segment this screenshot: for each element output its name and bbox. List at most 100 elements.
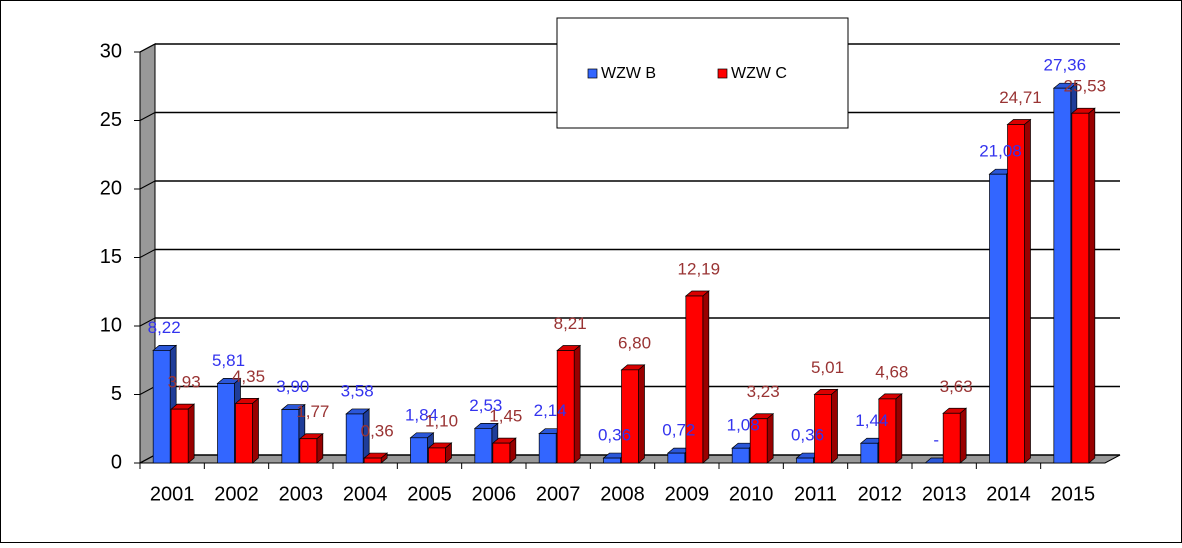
- data-label: 1,08: [727, 416, 760, 435]
- bar: [281, 409, 300, 464]
- data-label: 27,36: [1044, 56, 1087, 75]
- data-label: 12,19: [678, 259, 721, 278]
- legend-label: WZW C: [731, 65, 787, 82]
- x-tick-label: 2008: [600, 483, 645, 505]
- data-label: 1,84: [405, 405, 438, 424]
- data-label: 24,71: [999, 88, 1042, 107]
- bar-side: [702, 290, 710, 464]
- x-tick-label: 2006: [472, 483, 517, 505]
- bar: [731, 447, 750, 464]
- data-label: 3,23: [747, 382, 780, 401]
- bar: [299, 438, 318, 464]
- grid-line-side: [139, 180, 156, 190]
- data-label: 4,68: [875, 362, 908, 381]
- bar: [152, 350, 171, 464]
- bar: [685, 295, 704, 464]
- y-tick-label: 0: [111, 451, 122, 473]
- bar: [749, 418, 768, 464]
- bar: [1071, 112, 1090, 464]
- data-label: 6,80: [618, 333, 651, 352]
- grid-line-side: [139, 112, 156, 121]
- data-label: 21,08: [979, 142, 1022, 161]
- data-label: 3,58: [341, 381, 374, 400]
- bar: [363, 457, 382, 464]
- x-tick-label: 2001: [150, 483, 195, 505]
- bar: [345, 413, 364, 464]
- bar-side: [573, 344, 581, 464]
- x-tick-label: 2012: [858, 483, 903, 505]
- data-label: 2,53: [469, 396, 502, 415]
- bar: [621, 369, 639, 464]
- x-tick-label: 2007: [536, 483, 581, 505]
- grid-line-side: [139, 317, 156, 327]
- legend-label: WZW B: [601, 65, 656, 82]
- x-tick-label: 2005: [407, 483, 452, 505]
- data-label: 3,90: [276, 377, 309, 396]
- bar: [603, 457, 621, 464]
- bar: [170, 408, 189, 464]
- bar: [814, 394, 832, 464]
- grid-line-side: [139, 386, 156, 395]
- data-label: 0,36: [791, 426, 824, 445]
- bar-side: [252, 397, 259, 464]
- x-tick-label: 2014: [986, 483, 1031, 505]
- bar-side: [895, 393, 903, 464]
- y-tick-label: 25: [100, 109, 122, 131]
- grid-line-side: [139, 43, 156, 53]
- bar: [428, 447, 446, 464]
- x-tick-label: 2003: [279, 483, 324, 505]
- y-tick-label: 20: [100, 177, 122, 199]
- bar-side: [316, 433, 324, 464]
- bar: [410, 437, 428, 464]
- bar: [667, 452, 686, 464]
- bar: [989, 173, 1007, 464]
- bar-side: [187, 403, 195, 464]
- y-tick-label: 5: [111, 383, 122, 405]
- data-label: 5,81: [212, 351, 245, 370]
- x-tick-label: 2013: [922, 483, 967, 505]
- data-label: -: [933, 430, 939, 449]
- legend-swatch: [587, 68, 598, 79]
- y-tick-label: 30: [100, 40, 122, 62]
- bar: [942, 412, 961, 464]
- bar: [235, 403, 253, 464]
- bar: [538, 433, 557, 464]
- bar: [860, 442, 879, 464]
- bar: [217, 383, 235, 464]
- x-tick-label: 2010: [729, 483, 774, 505]
- data-label: 1,10: [425, 411, 458, 430]
- data-label: 0,36: [598, 426, 631, 445]
- x-tick-label: 2004: [343, 483, 388, 505]
- data-label: 2,14: [534, 401, 567, 420]
- bar: [878, 398, 897, 464]
- y-tick-label: 15: [100, 246, 122, 268]
- data-label: 1,77: [296, 402, 329, 421]
- bar: [796, 457, 814, 464]
- bar: [492, 442, 511, 464]
- x-tick-label: 2009: [665, 483, 710, 505]
- data-label: 8,21: [554, 314, 587, 333]
- x-tick-label: 2002: [214, 483, 259, 505]
- grid-line-side: [139, 454, 156, 464]
- x-tick-label: 2011: [794, 483, 837, 505]
- data-label: 1,45: [489, 407, 522, 426]
- bar-side: [959, 407, 967, 464]
- bar: [1053, 87, 1072, 464]
- bar-side: [831, 388, 838, 464]
- data-label: 8,22: [148, 318, 181, 337]
- bar: [474, 427, 493, 464]
- bar-side: [1024, 118, 1031, 464]
- bar-side: [638, 364, 645, 464]
- bar-side: [1088, 107, 1096, 464]
- y-tick-label: 10: [100, 314, 122, 336]
- grid-line-side: [139, 249, 156, 258]
- data-label: 3,63: [940, 377, 973, 396]
- bar: [1007, 124, 1025, 464]
- legend: [556, 17, 849, 129]
- data-label: 4,35: [232, 367, 265, 386]
- bar-side: [766, 413, 774, 464]
- x-tick-label: 2015: [1051, 483, 1096, 505]
- data-label: 3,93: [168, 373, 201, 392]
- data-label: 1,44: [855, 411, 888, 430]
